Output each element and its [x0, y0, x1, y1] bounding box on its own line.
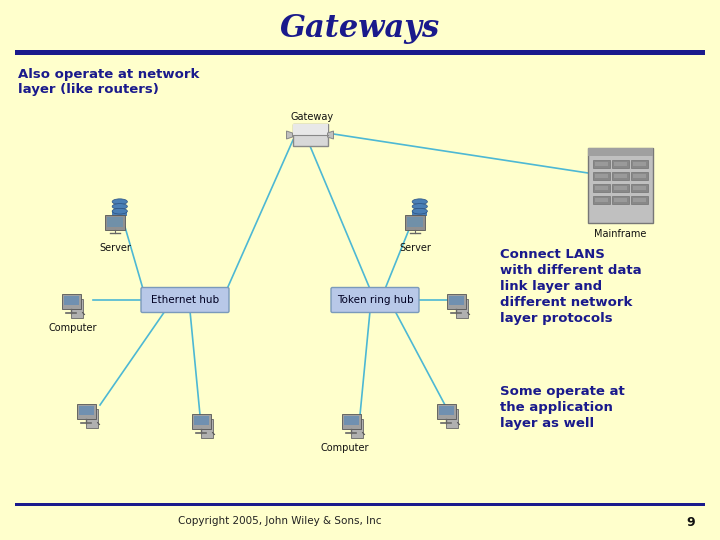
Bar	[613, 173, 626, 178]
Text: Server: Server	[99, 243, 131, 253]
Bar	[593, 184, 610, 192]
Bar	[71, 299, 83, 318]
Bar	[342, 414, 361, 429]
Bar	[203, 428, 211, 430]
Bar	[15, 503, 705, 505]
Text: Ethernet hub: Ethernet hub	[151, 295, 219, 305]
Bar	[632, 198, 646, 201]
Text: Server: Server	[399, 243, 431, 253]
Bar	[611, 159, 629, 167]
Ellipse shape	[412, 199, 428, 205]
Ellipse shape	[412, 204, 428, 210]
Bar	[611, 172, 629, 179]
Bar	[438, 406, 454, 415]
Bar	[631, 172, 647, 179]
Bar	[449, 295, 464, 305]
Bar	[343, 416, 359, 425]
Polygon shape	[287, 131, 292, 139]
Bar	[353, 428, 361, 430]
Bar	[107, 217, 123, 227]
Bar	[448, 413, 456, 416]
Ellipse shape	[112, 208, 127, 214]
Bar	[613, 198, 626, 201]
Bar	[77, 403, 96, 419]
Bar	[613, 161, 626, 165]
Bar	[631, 184, 647, 192]
Text: Gateways: Gateways	[280, 12, 440, 44]
Bar	[588, 147, 652, 156]
Bar	[412, 211, 428, 216]
Bar	[78, 406, 94, 415]
Text: Token ring hub: Token ring hub	[337, 295, 413, 305]
Bar	[446, 294, 466, 309]
Bar	[194, 416, 209, 425]
Bar	[104, 215, 125, 230]
Bar	[458, 308, 466, 310]
Bar	[613, 186, 626, 190]
Text: Computer: Computer	[49, 323, 97, 333]
Bar	[73, 302, 81, 306]
Bar	[351, 419, 363, 438]
Ellipse shape	[412, 208, 428, 214]
Text: Copyright 2005, John Wiley & Sons, Inc: Copyright 2005, John Wiley & Sons, Inc	[179, 516, 382, 526]
Bar	[595, 198, 608, 201]
Bar	[458, 302, 466, 306]
Ellipse shape	[112, 204, 127, 210]
Text: Some operate at
the application
layer as well: Some operate at the application layer as…	[500, 385, 625, 430]
Bar	[632, 186, 646, 190]
Polygon shape	[328, 131, 333, 139]
Bar	[456, 299, 468, 318]
Bar	[632, 161, 646, 165]
Bar	[588, 147, 652, 222]
Bar	[86, 409, 98, 428]
Text: Also operate at network
layer (like routers): Also operate at network layer (like rout…	[18, 68, 199, 96]
Bar	[632, 173, 646, 178]
Text: 9: 9	[686, 516, 695, 529]
Text: Gateway: Gateway	[290, 112, 333, 122]
Bar	[405, 215, 426, 230]
Bar	[631, 159, 647, 167]
Text: Computer: Computer	[320, 443, 369, 453]
Bar	[611, 195, 629, 204]
Bar	[593, 159, 610, 167]
FancyBboxPatch shape	[141, 287, 229, 313]
Bar	[631, 195, 647, 204]
Bar	[595, 186, 608, 190]
Bar	[88, 418, 96, 420]
Bar	[203, 422, 211, 426]
Bar	[192, 414, 211, 429]
Bar	[595, 173, 608, 178]
Bar	[88, 413, 96, 416]
Bar	[446, 409, 458, 428]
Bar	[437, 403, 456, 419]
Bar	[593, 195, 610, 204]
Bar	[63, 295, 78, 305]
Bar	[62, 294, 81, 309]
Text: Connect LANS
with different data
link layer and
different network
layer protocol: Connect LANS with different data link la…	[500, 248, 642, 325]
Bar	[448, 418, 456, 420]
Bar	[593, 172, 610, 179]
Bar	[292, 124, 328, 146]
Bar	[112, 211, 127, 216]
FancyBboxPatch shape	[331, 287, 419, 313]
Text: Mainframe: Mainframe	[594, 229, 646, 239]
Bar	[201, 419, 213, 438]
Bar	[15, 50, 705, 55]
Ellipse shape	[112, 199, 127, 205]
Bar	[595, 161, 608, 165]
Bar	[407, 217, 423, 227]
Bar	[292, 124, 328, 135]
Bar	[73, 308, 81, 310]
Bar	[611, 184, 629, 192]
Bar	[353, 422, 361, 426]
